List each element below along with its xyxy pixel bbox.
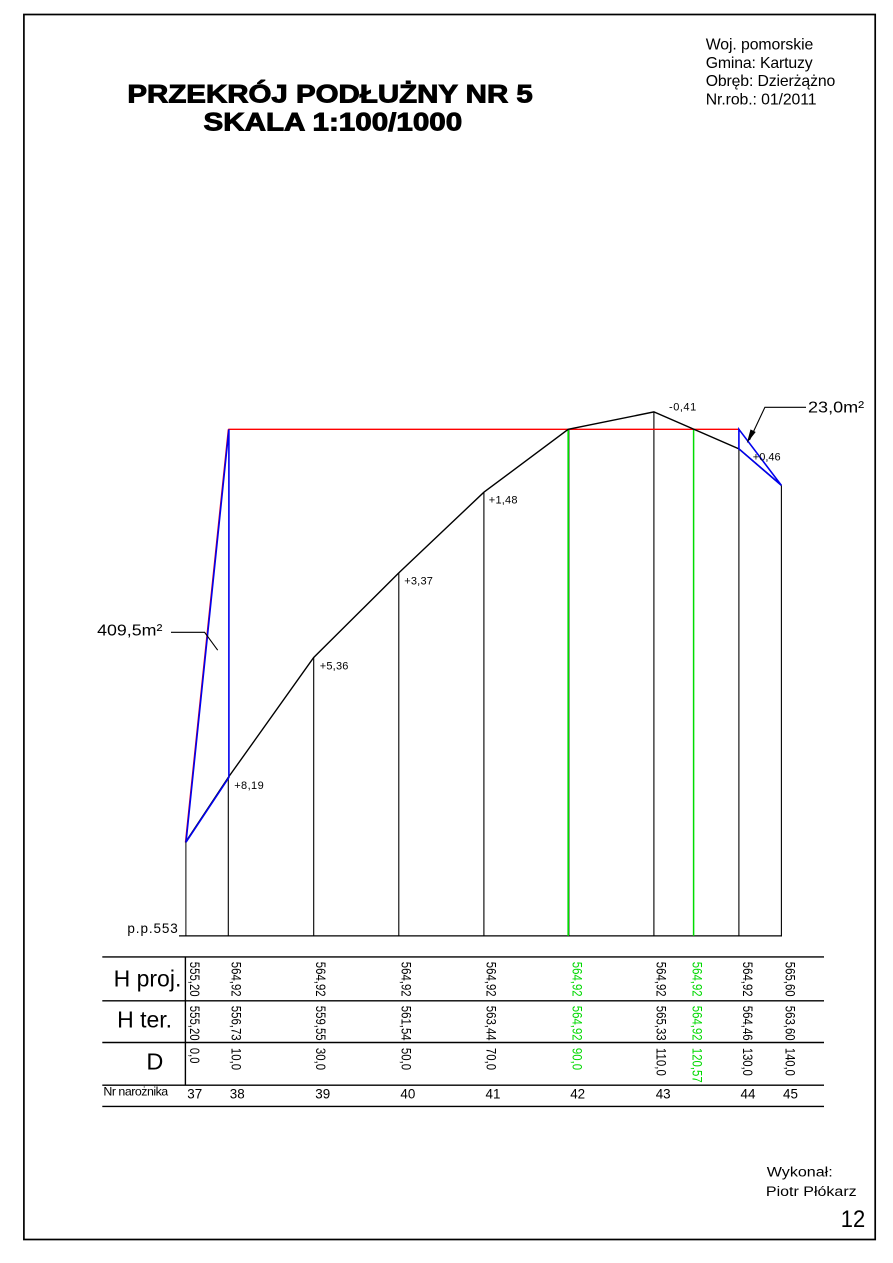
svg-text:564,92: 564,92 (570, 1006, 585, 1041)
svg-text:140,0: 140,0 (783, 1048, 798, 1076)
svg-text:564,92: 564,92 (313, 962, 328, 997)
svg-text:Nr narożnika: Nr narożnika (103, 1085, 168, 1099)
svg-text:44: 44 (741, 1087, 756, 1102)
svg-text:120,57: 120,57 (689, 1048, 704, 1083)
svg-text:564,46: 564,46 (740, 1006, 755, 1041)
svg-text:555,20: 555,20 (187, 1006, 202, 1041)
svg-text:10,0: 10,0 (228, 1048, 243, 1070)
svg-text:564,92: 564,92 (228, 962, 243, 997)
svg-text:559,55: 559,55 (313, 1006, 328, 1041)
svg-text:30,0: 30,0 (313, 1048, 328, 1070)
svg-text:23,0m²: 23,0m² (808, 400, 865, 417)
svg-text:563,60: 563,60 (783, 1006, 798, 1041)
svg-text:+3,37: +3,37 (404, 576, 433, 588)
svg-text:Obręb: Dzierżążno: Obręb: Dzierżążno (706, 73, 836, 90)
svg-text:H proj.: H proj. (114, 965, 182, 991)
svg-text:+1,48: +1,48 (489, 494, 518, 506)
svg-text:12: 12 (841, 1206, 865, 1233)
svg-text:Wykonał:: Wykonał: (767, 1165, 833, 1180)
svg-text:SKALA 1:100/1000: SKALA 1:100/1000 (204, 109, 463, 137)
svg-text:564,92: 564,92 (653, 962, 668, 997)
svg-text:39: 39 (315, 1087, 330, 1102)
svg-text:565,60: 565,60 (783, 962, 798, 997)
svg-text:565,33: 565,33 (653, 1006, 668, 1041)
svg-text:130,0: 130,0 (740, 1048, 755, 1076)
svg-text:556,73: 556,73 (228, 1006, 243, 1041)
svg-text:409,5m²: 409,5m² (97, 623, 163, 640)
svg-text:564,92: 564,92 (740, 962, 755, 997)
svg-text:38: 38 (230, 1087, 245, 1102)
svg-text:42: 42 (570, 1087, 585, 1102)
svg-text:563,44: 563,44 (484, 1006, 499, 1041)
svg-text:564,92: 564,92 (689, 962, 704, 997)
svg-text:+0,46: +0,46 (753, 451, 781, 463)
svg-text:Nr.rob.: 01/2011: Nr.rob.: 01/2011 (706, 92, 817, 109)
svg-text:Woj. pomorskie: Woj. pomorskie (706, 37, 814, 54)
svg-text:564,92: 564,92 (399, 962, 414, 997)
svg-text:90,0: 90,0 (570, 1048, 585, 1070)
svg-text:D: D (146, 1049, 163, 1075)
svg-text:-0,41: -0,41 (669, 401, 696, 413)
svg-text:555,20: 555,20 (187, 962, 202, 997)
svg-text:40: 40 (400, 1087, 415, 1102)
svg-text:41: 41 (486, 1087, 501, 1102)
svg-text:564,92: 564,92 (570, 962, 585, 997)
svg-text:70,0: 70,0 (484, 1048, 499, 1070)
svg-text:50,0: 50,0 (399, 1048, 414, 1070)
svg-text:43: 43 (656, 1087, 671, 1102)
svg-text:PRZEKRÓJ PODŁUŻNY NR 5: PRZEKRÓJ PODŁUŻNY NR 5 (127, 78, 533, 108)
svg-text:564,92: 564,92 (484, 962, 499, 997)
svg-text:Piotr Płókarz: Piotr Płókarz (766, 1184, 857, 1199)
svg-text:110,0: 110,0 (653, 1048, 668, 1076)
svg-text:H ter.: H ter. (117, 1006, 172, 1032)
svg-text:Gmina: Kartuzy: Gmina: Kartuzy (706, 55, 813, 72)
svg-text:564,92: 564,92 (689, 1006, 704, 1041)
svg-text:561,54: 561,54 (399, 1006, 414, 1041)
svg-text:+8,19: +8,19 (234, 780, 264, 792)
svg-text:45: 45 (783, 1087, 798, 1102)
svg-text:0,0: 0,0 (187, 1048, 202, 1064)
svg-text:p.p.553: p.p.553 (127, 921, 177, 936)
svg-text:+5,36: +5,36 (320, 661, 349, 673)
svg-text:37: 37 (187, 1087, 202, 1102)
